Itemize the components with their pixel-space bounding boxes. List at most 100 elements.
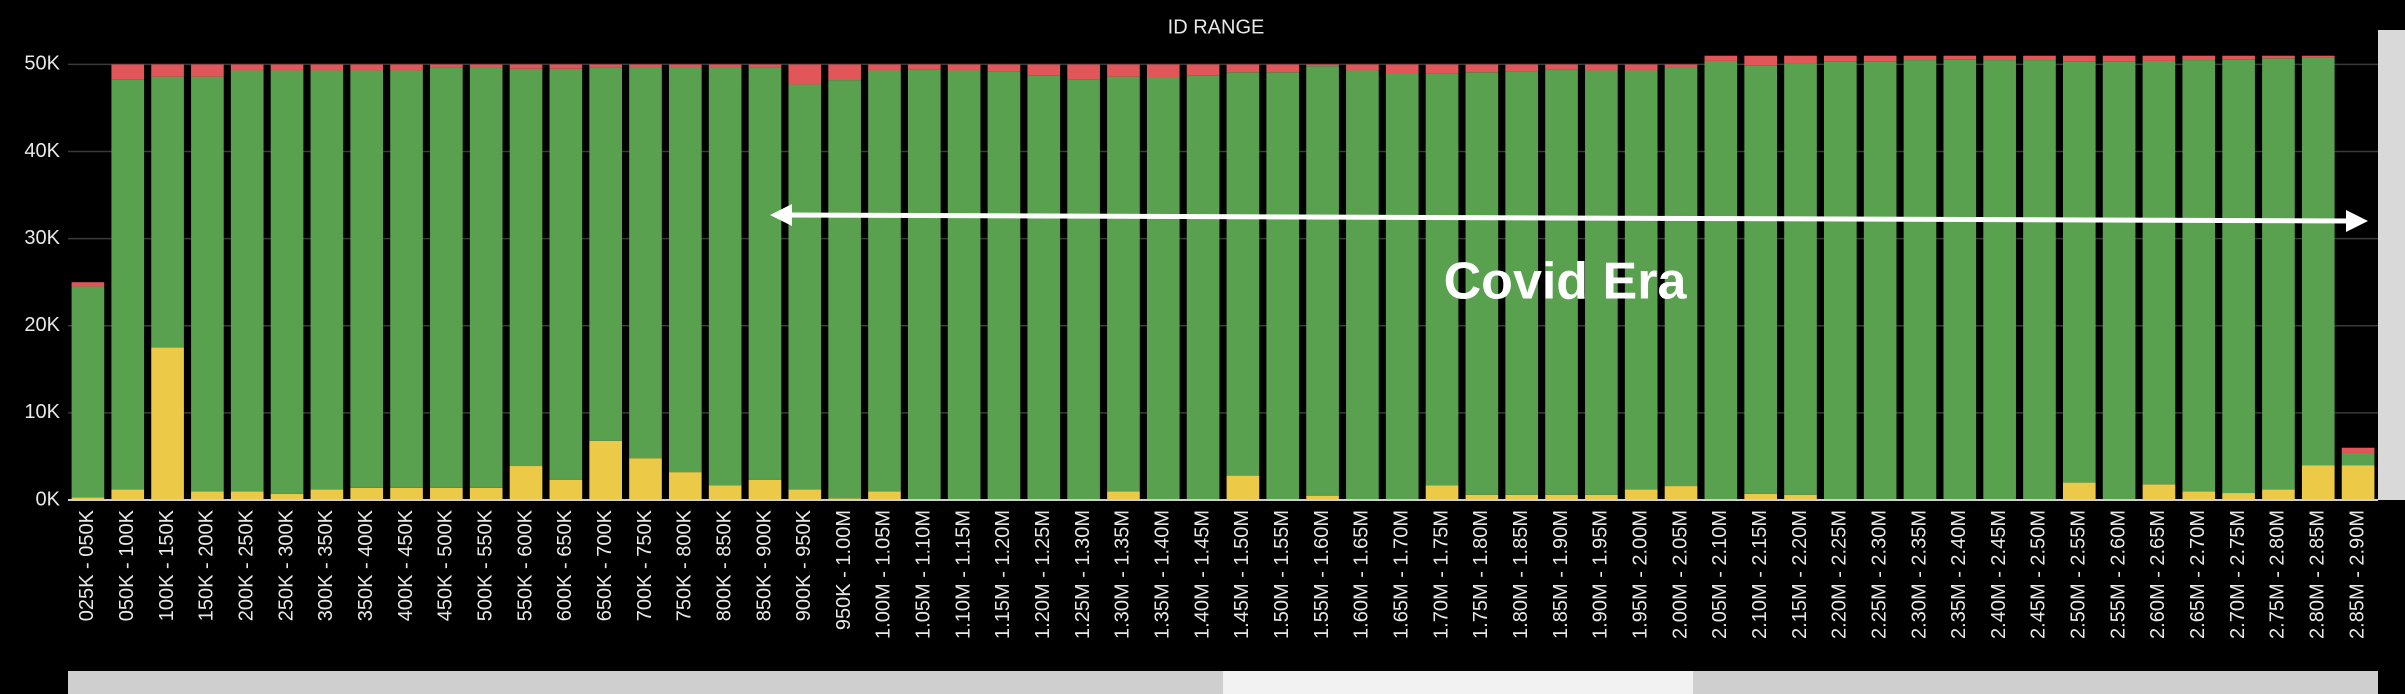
y-tick-label: 50K [24, 53, 60, 75]
bar-segment [2102, 61, 2136, 500]
bar-segment [1983, 55, 2016, 61]
bar-segment [1425, 73, 1459, 486]
bar-segment [2301, 465, 2335, 500]
bar-segment [1903, 55, 1937, 61]
bar-segment [1585, 494, 1618, 500]
bar-segment [2301, 55, 2335, 58]
bar-segment [1505, 71, 1539, 495]
bar-segment [1465, 494, 1499, 500]
bar-segment [1107, 76, 1140, 492]
x-tick-label: 1.05M - 1.10M [913, 510, 935, 639]
bar-segment [868, 491, 901, 500]
y-tick-label: 30K [24, 227, 60, 249]
bar-segment [1784, 55, 1817, 64]
plot-area: 0K 10K 20K 30K 40K 50K 025K - 050K 050K - 100K 1… [24, 53, 2378, 639]
bar-segment [1226, 72, 1260, 476]
bar-segment [1306, 64, 1339, 67]
covid-arrow [770, 204, 2368, 232]
x-tick-label: 250K - 300K [275, 509, 297, 621]
bar-segment [1146, 77, 1180, 500]
bar-segment [907, 69, 941, 500]
bar-segment [1226, 64, 1260, 73]
bar-segment [1863, 55, 1897, 62]
y-tick-label: 10K [24, 401, 60, 423]
x-tick-label: 1.25M - 1.30M [1072, 510, 1094, 639]
bar-segment [1664, 64, 1698, 68]
bar-segment [111, 489, 145, 500]
x-tick-label: 2.70M - 2.75M [2227, 510, 2249, 639]
bar-segment [1664, 486, 1698, 500]
bar-segment [509, 68, 543, 467]
bar-segment [509, 64, 543, 69]
bar-segment [151, 64, 184, 77]
bar-segment [390, 64, 423, 71]
bar-segment [1624, 489, 1658, 500]
bar-segment [390, 70, 423, 488]
bar-segment [629, 64, 662, 68]
x-tick-label: 1.90M - 1.95M [1590, 510, 1612, 639]
bar-segment [430, 64, 463, 68]
bar-segment [1624, 64, 1658, 71]
bar-segment [1027, 64, 1061, 76]
bar-segment [1784, 63, 1817, 495]
bar-segment [708, 64, 742, 68]
bar-segment [1067, 64, 1100, 80]
bar-segment [1425, 64, 1459, 74]
bar-segment [1266, 72, 1300, 500]
x-tick-label: 1.50M - 1.55M [1271, 510, 1293, 639]
bar-segment [1545, 494, 1578, 500]
bar-segment [2222, 59, 2255, 494]
bar-segment [270, 493, 304, 500]
bar-segment [71, 282, 105, 287]
bar-segment [230, 491, 264, 500]
bar-segment [788, 84, 822, 490]
y-tick-label: 40K [24, 140, 60, 162]
bar-segment [1425, 485, 1459, 500]
bar-segment [1306, 495, 1339, 500]
bar-segment [549, 479, 583, 500]
bar-segment [2182, 491, 2216, 500]
x-tick-label: 2.40M - 2.45M [1988, 510, 2010, 639]
bar-segment [828, 64, 861, 81]
bar-segment [1505, 64, 1539, 72]
x-tick-label: 1.85M - 1.90M [1550, 510, 1572, 639]
x-tick-label: 2.85M - 2.90M [2346, 510, 2368, 639]
x-tick-label: 100K - 150K [156, 509, 178, 621]
bar-segment [2262, 58, 2295, 490]
bar-segment [191, 76, 224, 492]
bar-segment [947, 64, 981, 71]
vertical-scrollbar[interactable] [2378, 30, 2405, 500]
bar-segment [748, 479, 782, 500]
x-tick-label: 1.80M - 1.85M [1510, 510, 1532, 639]
bar-segment [828, 80, 861, 499]
scrollbar-thumb[interactable] [1223, 671, 1693, 694]
bar-segment [907, 64, 941, 70]
x-tick-label: 1.65M - 1.70M [1391, 510, 1413, 639]
bar-segment [748, 67, 782, 480]
x-tick-label: 350K - 400K [355, 509, 377, 621]
bar-segment [708, 67, 742, 486]
x-tick-label: 1.60M - 1.65M [1351, 510, 1373, 639]
bar-segment [310, 70, 344, 490]
x-tick-label: 1.45M - 1.50M [1231, 510, 1253, 639]
bar-segment [2062, 61, 2096, 483]
bar-segment [2262, 55, 2295, 59]
bar-segment [788, 489, 822, 500]
bar-segment [2062, 55, 2096, 62]
bar-segment [987, 64, 1021, 72]
bar-segment [310, 64, 344, 71]
x-tick-label: 2.30M - 2.35M [1908, 510, 1930, 639]
bar-segment [2182, 55, 2216, 61]
x-tick-label: 300K - 350K [315, 509, 337, 621]
bar-segment [987, 71, 1021, 500]
x-tick-label: 2.20M - 2.25M [1829, 510, 1851, 639]
bar-segment [1744, 65, 1778, 494]
bar-segment [2142, 60, 2176, 485]
bar-segment [668, 472, 702, 500]
x-tick-label: 1.95M - 2.00M [1629, 510, 1651, 639]
x-tick-label: 150K - 200K [196, 509, 218, 621]
bar-segment [2062, 482, 2096, 500]
x-tick-label: 1.55M - 1.60M [1311, 510, 1333, 639]
annotation: Covid Era [1444, 253, 1688, 311]
